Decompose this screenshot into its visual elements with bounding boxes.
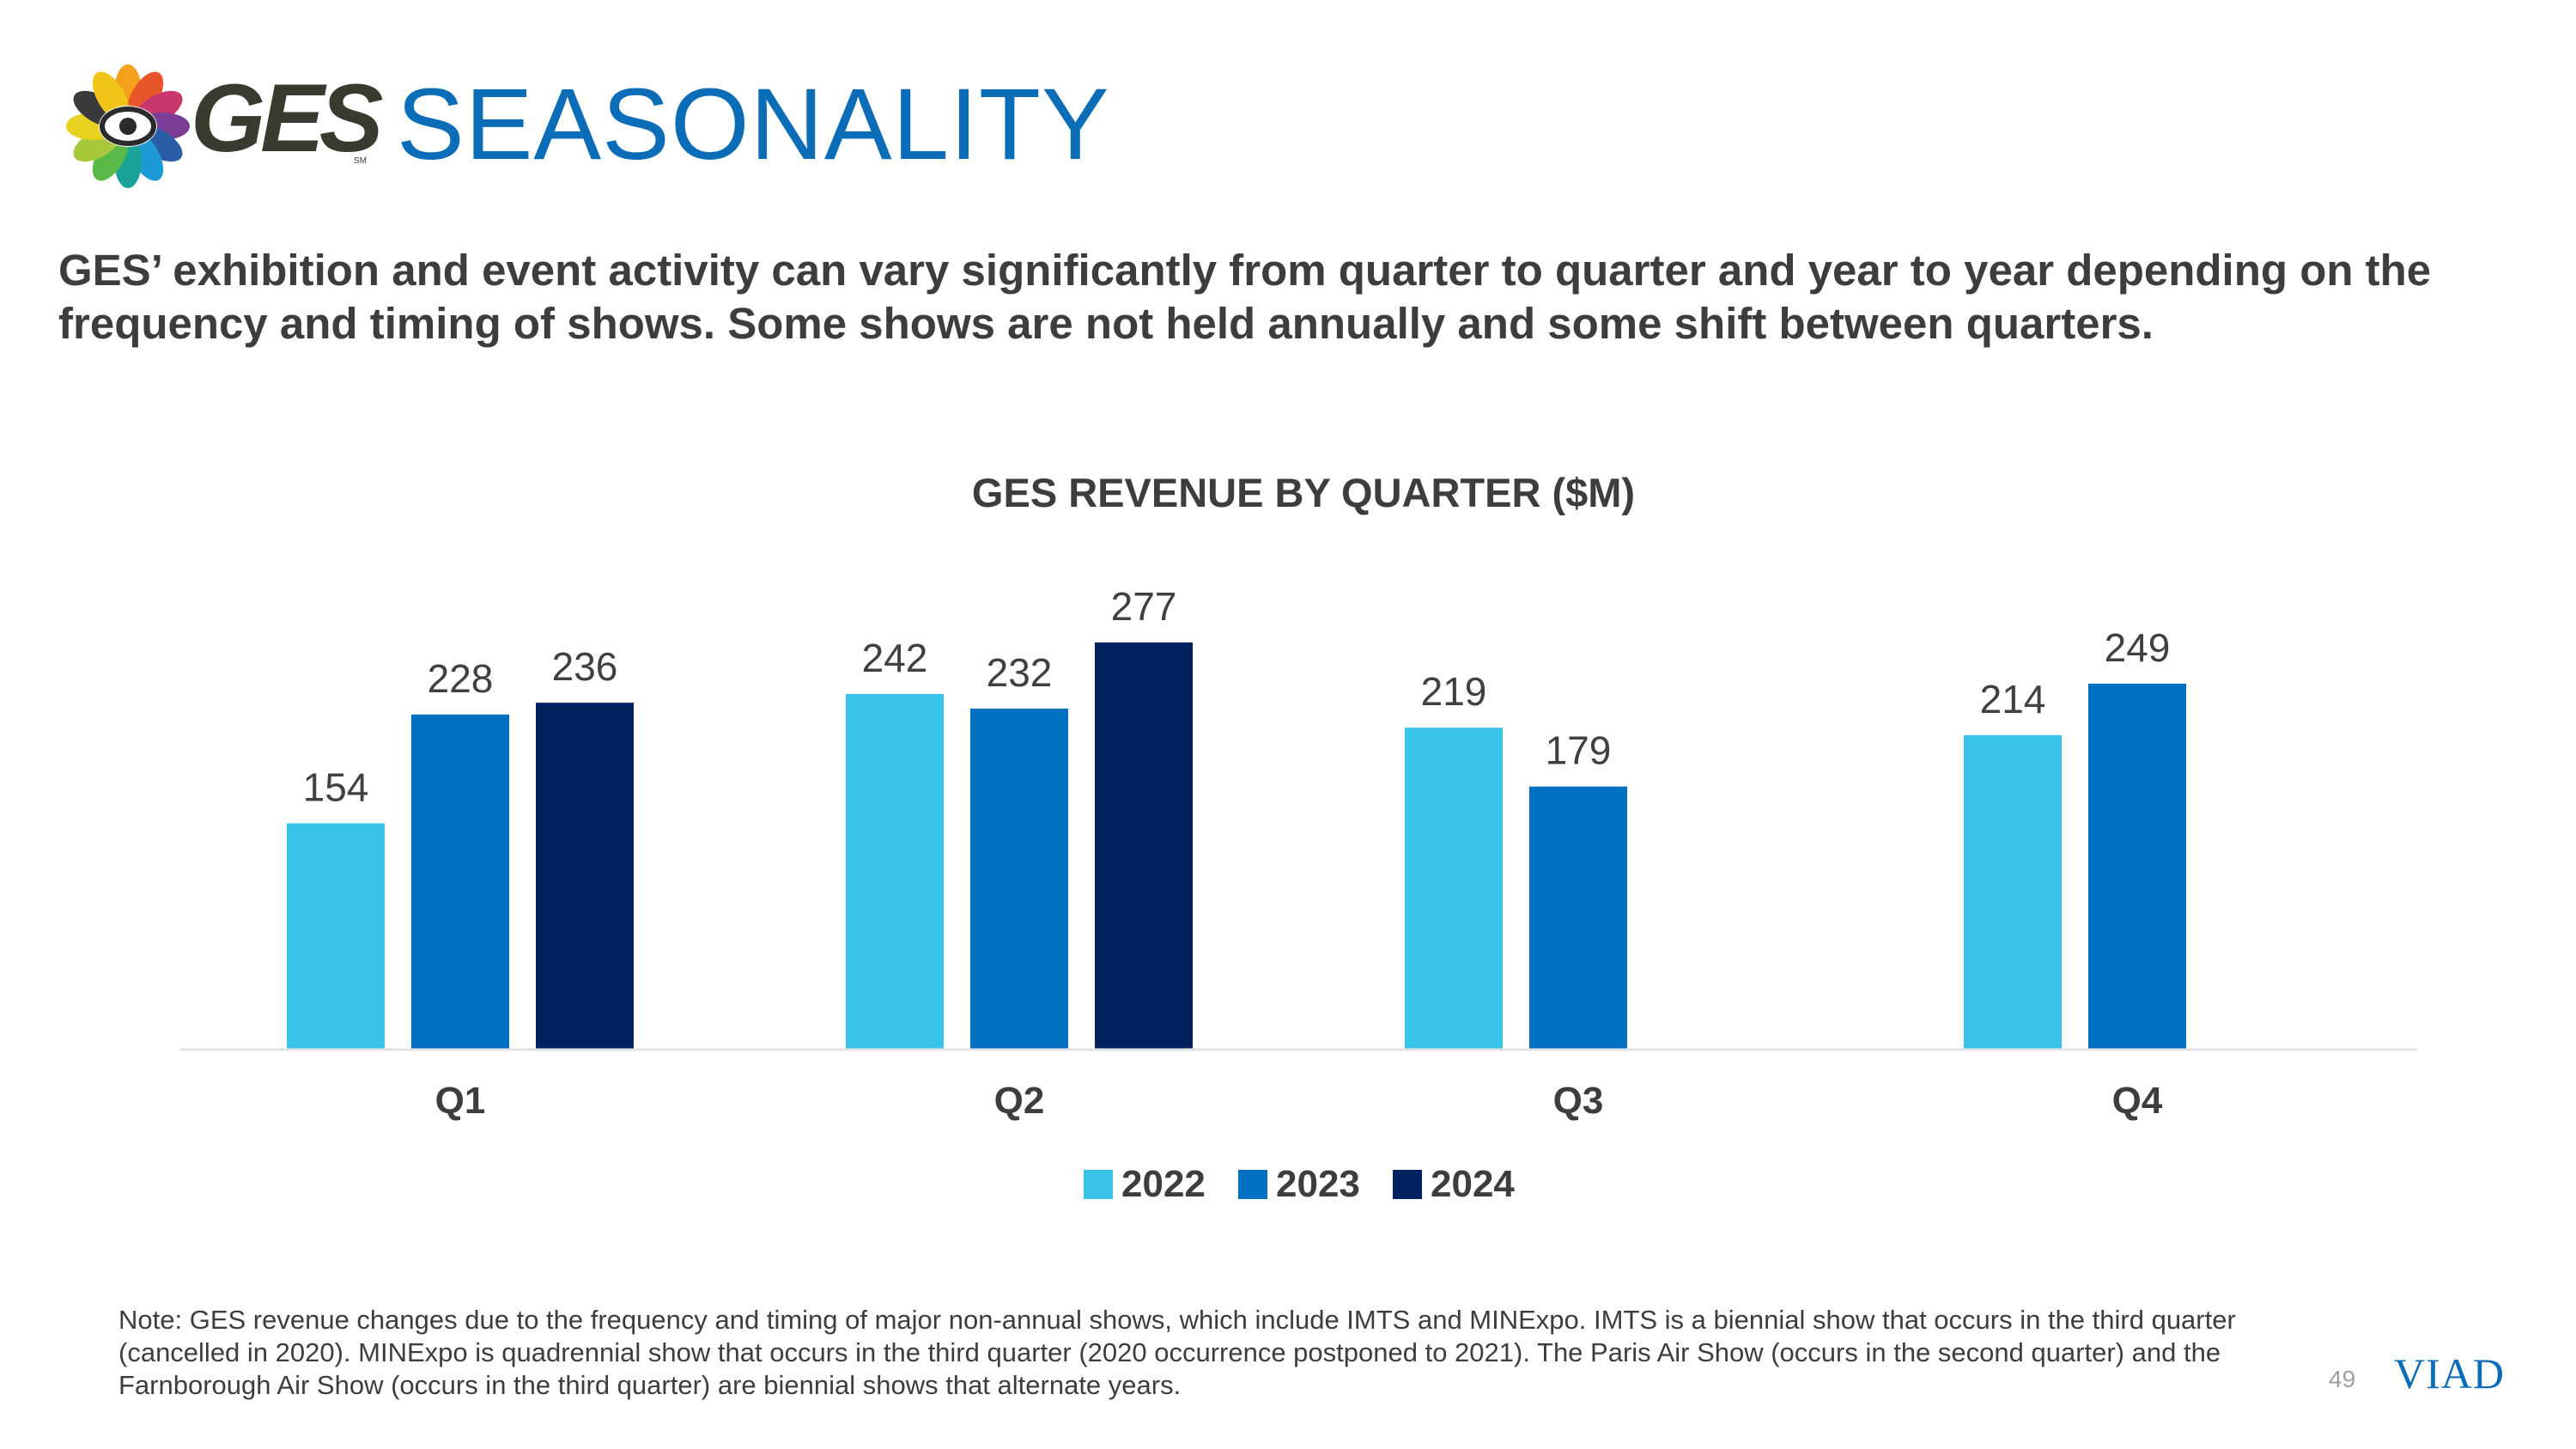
bar-q2-2024 (1095, 642, 1193, 1050)
bar-q4-2023 (2088, 683, 2186, 1050)
viad-logo: VIAD (2394, 1349, 2505, 1397)
bar-q3-2022 (1405, 728, 1503, 1050)
category-label-q2: Q2 (994, 1080, 1045, 1122)
bar-q3-2023 (1529, 786, 1627, 1050)
bar-q4-2022 (1964, 734, 2062, 1050)
legend-label-2024: 2024 (1431, 1163, 1515, 1205)
category-label-q3: Q3 (1553, 1080, 1604, 1122)
data-label-q3-2023: 179 (1546, 728, 1612, 773)
service-mark: SM (354, 156, 367, 166)
ges-flower-logo-icon (66, 64, 190, 188)
bar-q2-2023 (970, 709, 1068, 1050)
data-label-q1-2022: 154 (303, 764, 369, 809)
bar-q1-2024 (536, 703, 634, 1050)
legend-swatch-2022 (1084, 1170, 1113, 1199)
bar-q2-2022 (846, 693, 944, 1050)
data-label-q1-2023: 228 (428, 656, 494, 701)
bar-q1-2023 (411, 714, 509, 1050)
legend-label-2022: 2022 (1121, 1163, 1206, 1205)
category-label-q1: Q1 (435, 1080, 486, 1122)
data-label-q2-2022: 242 (862, 636, 928, 680)
data-label-q4-2022: 214 (1980, 677, 2046, 721)
data-label-q3-2022: 219 (1421, 669, 1487, 714)
data-label-q4-2023: 249 (2105, 625, 2171, 670)
page-title: SEASONALITY (397, 68, 1110, 181)
data-label-q1-2024: 236 (552, 644, 618, 689)
legend-swatch-2024 (1393, 1170, 1422, 1199)
footnote: Note: GES revenue changes due to the fre… (118, 1305, 2236, 1400)
category-label-q4: Q4 (2112, 1080, 2163, 1122)
page-number: 49 (2329, 1366, 2356, 1392)
bar-q1-2022 (287, 823, 385, 1050)
ges-wordmark: GES (191, 64, 384, 172)
legend-swatch-2023 (1238, 1170, 1267, 1199)
revenue-bar-chart: GES REVENUE BY QUARTER ($M) 154 228 236 242… (180, 470, 2417, 1205)
chart-title: GES REVENUE BY QUARTER ($M) (972, 470, 1635, 515)
data-label-q2-2023: 232 (987, 650, 1053, 695)
data-label-q2-2024: 277 (1111, 584, 1177, 629)
legend-label-2023: 2023 (1276, 1163, 1360, 1205)
subtitle-text: GES’ exhibition and event activity can v… (58, 246, 2432, 348)
